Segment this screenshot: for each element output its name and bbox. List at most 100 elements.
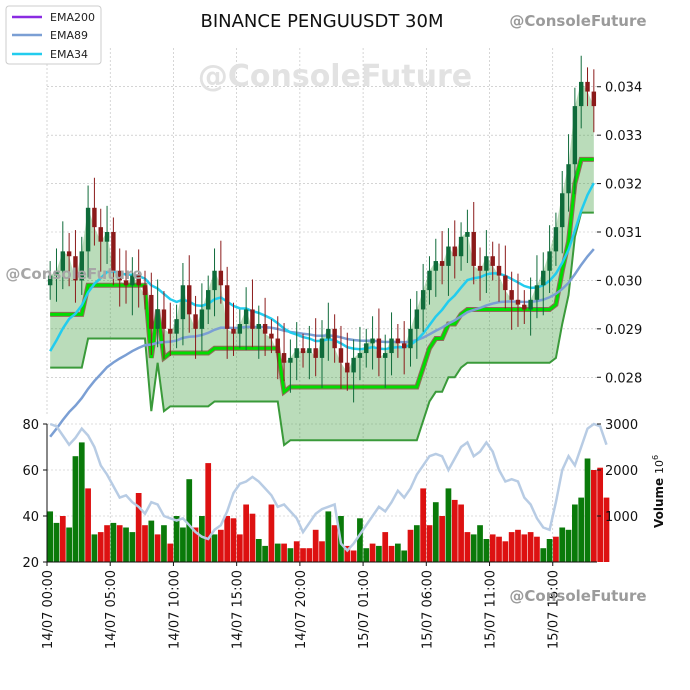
candle-body <box>136 275 141 286</box>
candle-body <box>509 290 514 300</box>
volume-bar <box>597 467 604 562</box>
candle-body <box>357 353 363 358</box>
candle-body <box>98 227 103 242</box>
volume-bar <box>116 525 123 562</box>
candle-body <box>376 338 382 358</box>
candle-body <box>351 357 356 373</box>
candle-body <box>496 265 502 276</box>
volume-bar <box>420 488 427 562</box>
candle-body <box>439 261 445 266</box>
candle-body <box>275 338 280 354</box>
volume-bar <box>78 442 85 562</box>
volume-bar <box>230 518 237 562</box>
candle-body <box>269 333 274 339</box>
volume-bar <box>489 534 496 562</box>
price-tick-label: 0.028 <box>605 371 642 386</box>
candle-body <box>54 270 59 276</box>
candle-body <box>490 256 495 266</box>
candle-body <box>199 309 205 329</box>
volume-bar <box>527 532 534 562</box>
candle-body <box>231 328 236 334</box>
band-fill <box>50 81 594 446</box>
volume-bar <box>590 470 597 562</box>
volume-bar <box>104 525 110 562</box>
volume-bar <box>565 529 572 562</box>
price-tick-label: 0.033 <box>605 129 642 144</box>
volume-bar <box>192 527 199 562</box>
candle-body <box>383 353 388 358</box>
candle-body <box>281 353 287 363</box>
volume-bar <box>350 550 357 562</box>
x-tick-label: 15/07 16:00 <box>547 570 562 649</box>
volume-bar <box>236 534 243 562</box>
volume-bar <box>148 520 155 562</box>
volume-bar <box>205 463 212 562</box>
volume-bar <box>142 525 148 562</box>
x-tick-label: 14/07 20:00 <box>294 570 309 649</box>
candle-body <box>319 338 325 358</box>
candle-body <box>534 285 540 300</box>
candle-body <box>345 362 350 373</box>
volume-tick-label: 3000 <box>605 418 638 433</box>
candle-body <box>591 91 597 107</box>
candle-body <box>149 294 154 329</box>
candle-body <box>515 299 521 305</box>
legend-label-ema200: EMA200 <box>50 11 95 24</box>
volume-bar <box>306 548 313 562</box>
watermark-top-right: @ConsoleFuture <box>509 12 646 30</box>
x-tick-label: 14/07 05:00 <box>104 570 119 649</box>
volume-bar <box>97 532 104 562</box>
candle-body <box>111 232 116 271</box>
candle-body <box>47 275 53 286</box>
volume-bar <box>401 550 408 562</box>
candle-body <box>237 324 243 334</box>
volume-bar <box>47 511 54 562</box>
candle-body <box>326 328 331 339</box>
volume-bar <box>173 516 180 562</box>
volume-bar <box>369 543 376 562</box>
volume-bar <box>129 532 136 562</box>
candle-body <box>465 232 470 237</box>
candle-body <box>123 280 129 286</box>
candle-body <box>370 338 375 344</box>
volume-bar <box>180 527 186 562</box>
candle-body <box>60 251 66 271</box>
candle-body <box>471 232 476 266</box>
volume-tick-label: 1000 <box>605 510 638 525</box>
volume-bar <box>357 518 363 562</box>
candle-body <box>224 285 230 329</box>
candle-body <box>168 328 173 334</box>
volume-bar <box>91 534 98 562</box>
volume-bar <box>59 516 66 562</box>
osc-tick-label: 80 <box>22 418 39 433</box>
candle-body <box>212 270 217 291</box>
candle-body <box>243 309 249 324</box>
candle-body <box>484 256 489 271</box>
volume-bar <box>445 488 452 562</box>
candle-body <box>300 348 306 354</box>
volume-bar <box>293 541 300 562</box>
volume-bar <box>274 543 281 562</box>
osc-tick-label: 20 <box>22 556 39 571</box>
volume-bar <box>199 516 205 562</box>
volume-bar <box>395 543 401 562</box>
volume-bar <box>312 529 319 562</box>
volume-bar <box>161 525 167 562</box>
volume-bar <box>407 529 414 562</box>
watermark-left: @ConsoleFuture <box>5 265 142 283</box>
axes: 0.028 0.029 0.030 0.031 0.032 0.033 0.034 1000 2… <box>22 81 666 649</box>
volume-bar <box>85 488 91 562</box>
x-tick-label: 15/07 01:00 <box>357 570 372 649</box>
watermark-center: @ConsoleFuture <box>198 59 472 94</box>
volume-tick-label: 2000 <box>605 464 638 479</box>
volume-bars <box>47 442 610 562</box>
candle-body <box>395 338 401 344</box>
candle-body <box>458 236 464 257</box>
volume-bar <box>287 548 294 562</box>
candle-body <box>161 309 167 329</box>
volume-bar <box>584 458 591 562</box>
candle-body <box>313 348 318 358</box>
candle-body <box>446 246 451 266</box>
volume-bar <box>53 522 60 562</box>
volume-bar <box>496 536 502 562</box>
